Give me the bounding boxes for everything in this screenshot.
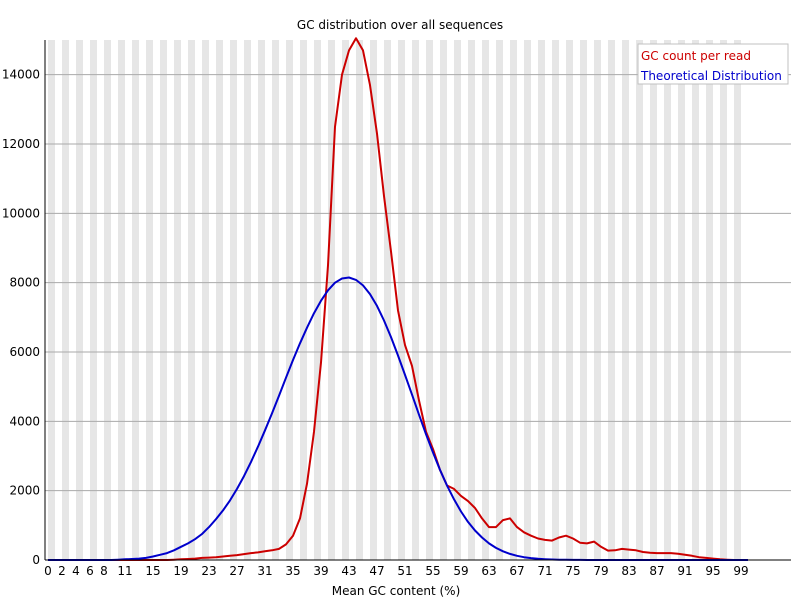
x-tick-label: 71 — [537, 564, 552, 578]
x-tick-label: 79 — [593, 564, 608, 578]
background-band — [664, 40, 671, 560]
background-band — [692, 40, 699, 560]
background-band — [398, 40, 405, 560]
background-band — [510, 40, 517, 560]
background-band — [258, 40, 265, 560]
y-tick-label: 14000 — [2, 68, 40, 82]
x-tick-label: 87 — [649, 564, 664, 578]
x-tick-label: 0 — [44, 564, 52, 578]
background-band — [328, 40, 335, 560]
x-tick-labels: 0 2 4 6 8 11 15 19 23 27 31 35 39 43 47 51 55 59 63 67 71 75 7… — [44, 564, 748, 578]
legend: GC count per read Theoretical Distributio… — [637, 43, 789, 85]
background-band — [636, 40, 643, 560]
background-band — [146, 40, 153, 560]
background-band — [650, 40, 657, 560]
background-band — [440, 40, 447, 560]
x-tick-label: 83 — [621, 564, 636, 578]
x-tick-label: 2 — [58, 564, 66, 578]
x-tick-label: 99 — [733, 564, 748, 578]
background-band — [160, 40, 167, 560]
background-band — [468, 40, 475, 560]
legend-entry: GC count per read — [641, 49, 751, 63]
background-band — [118, 40, 125, 560]
background-band — [608, 40, 615, 560]
y-tick-label: 2000 — [9, 484, 40, 498]
x-tick-label: 59 — [453, 564, 468, 578]
background-band — [454, 40, 461, 560]
background-band — [678, 40, 685, 560]
y-tick-label: 10000 — [2, 206, 40, 220]
background-band — [230, 40, 237, 560]
axes — [44, 40, 791, 561]
x-tick-label: 35 — [285, 564, 300, 578]
chart-title: GC distribution over all sequences — [297, 18, 503, 32]
background-band — [734, 40, 741, 560]
background-band — [286, 40, 293, 560]
y-tick-labels: 0 2000 4000 6000 8000 10000 12000 14000 — [2, 68, 40, 567]
background-band — [720, 40, 727, 560]
background-band — [482, 40, 489, 560]
x-axis-title: Mean GC content (%) — [332, 584, 461, 598]
background-band — [202, 40, 209, 560]
y-tick-label: 0 — [32, 553, 40, 567]
background-bands — [48, 40, 741, 560]
x-tick-label: 95 — [705, 564, 720, 578]
background-band — [174, 40, 181, 560]
legend-box — [637, 43, 789, 85]
x-tick-label: 67 — [509, 564, 524, 578]
x-tick-label: 6 — [86, 564, 94, 578]
background-band — [566, 40, 573, 560]
background-band — [356, 40, 363, 560]
background-band — [244, 40, 251, 560]
x-tick-label: 51 — [397, 564, 412, 578]
background-band — [216, 40, 223, 560]
background-band — [314, 40, 321, 560]
x-tick-label: 43 — [341, 564, 356, 578]
background-band — [188, 40, 195, 560]
background-band — [272, 40, 279, 560]
x-tick-label: 55 — [425, 564, 440, 578]
background-band — [538, 40, 545, 560]
background-band — [706, 40, 713, 560]
background-band — [48, 40, 55, 560]
x-tick-label: 15 — [145, 564, 160, 578]
x-tick-label: 47 — [369, 564, 384, 578]
background-band — [104, 40, 111, 560]
background-band — [496, 40, 503, 560]
x-tick-label: 23 — [201, 564, 216, 578]
background-band — [62, 40, 69, 560]
legend-entry: Theoretical Distribution — [640, 69, 782, 83]
x-tick-label: 11 — [117, 564, 132, 578]
background-band — [622, 40, 629, 560]
background-band — [580, 40, 587, 560]
x-tick-label: 4 — [72, 564, 80, 578]
y-tick-label: 8000 — [9, 276, 40, 290]
x-tick-label: 91 — [677, 564, 692, 578]
background-band — [426, 40, 433, 560]
x-tick-label: 63 — [481, 564, 496, 578]
background-band — [594, 40, 601, 560]
x-tick-label: 8 — [100, 564, 108, 578]
x-tick-label: 39 — [313, 564, 328, 578]
y-tick-label: 12000 — [2, 137, 40, 151]
background-band — [300, 40, 307, 560]
background-band — [342, 40, 349, 560]
x-tick-label: 75 — [565, 564, 580, 578]
background-band — [412, 40, 419, 560]
y-tick-label: 4000 — [9, 414, 40, 428]
x-tick-label: 31 — [257, 564, 272, 578]
y-tick-label: 6000 — [9, 345, 40, 359]
background-band — [552, 40, 559, 560]
background-band — [524, 40, 531, 560]
x-tick-label: 19 — [173, 564, 188, 578]
x-tick-label: 27 — [229, 564, 244, 578]
background-band — [384, 40, 391, 560]
background-band — [132, 40, 139, 560]
background-band — [76, 40, 83, 560]
background-band — [90, 40, 97, 560]
